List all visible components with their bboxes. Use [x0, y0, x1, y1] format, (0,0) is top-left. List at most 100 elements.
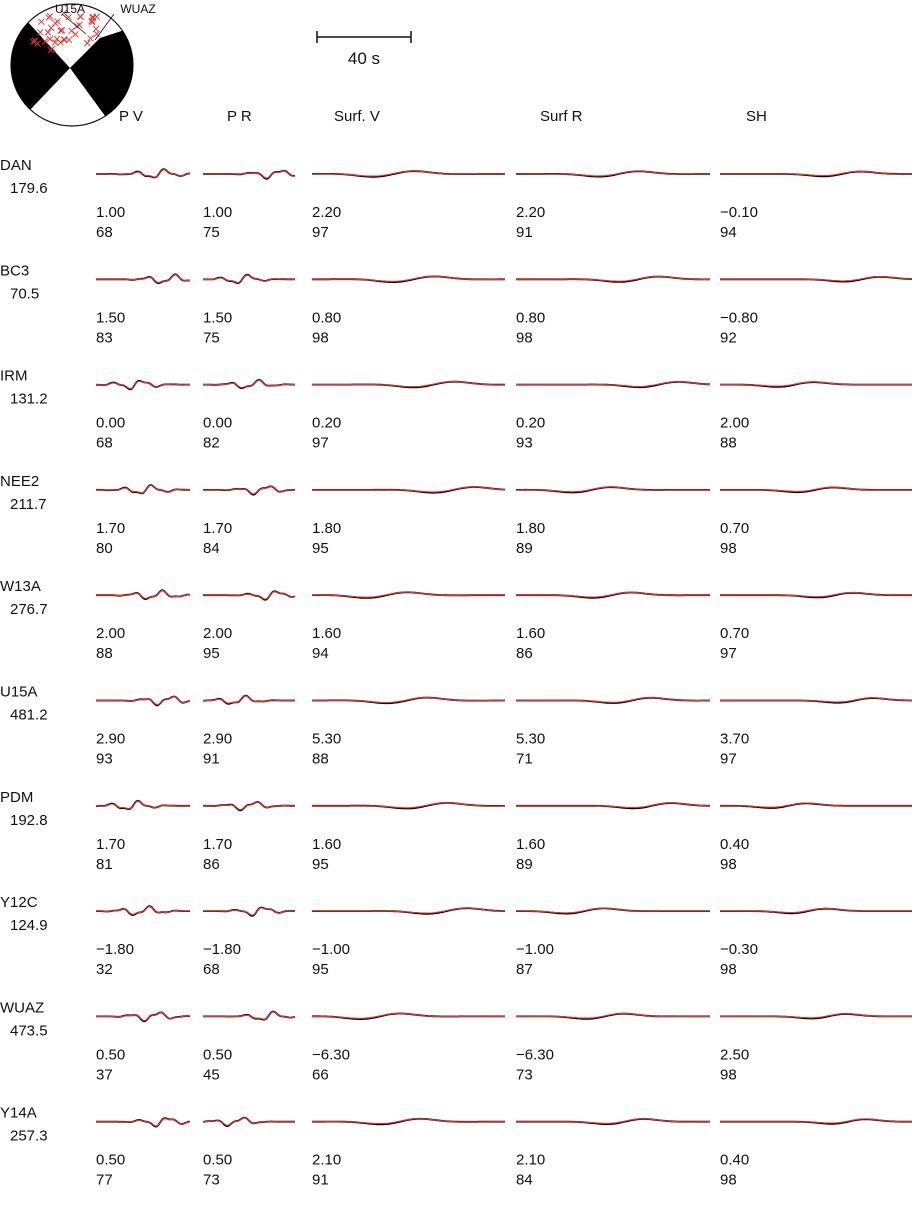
station-row: Y14A 257.3 0.50 77 0.50 73 2.10 91 2.10 84 0.40 98 — [0, 1105, 912, 1189]
station-name: Y14A — [0, 1105, 37, 1122]
polarity-mark — [93, 30, 100, 38]
synthetic-waveform — [203, 170, 296, 179]
correlation-value: 98 — [720, 961, 737, 978]
time-shift-value: 0.20 — [312, 415, 341, 432]
polarity-mark — [87, 34, 94, 42]
polarity-mark — [83, 39, 91, 47]
time-scale-bar: 40 s — [316, 31, 412, 68]
synthetic-waveform — [516, 486, 710, 493]
polarity-mark — [53, 35, 61, 43]
polarity-mark — [44, 29, 52, 36]
synthetic-waveform — [720, 1013, 912, 1019]
synthetic-waveform — [96, 905, 190, 915]
observed-waveform — [96, 1117, 191, 1128]
correlation-value: 93 — [96, 751, 113, 768]
synthetic-waveform — [720, 802, 912, 808]
synthetic-waveform — [96, 380, 190, 390]
synthetic-waveform — [203, 801, 295, 811]
correlation-value: 45 — [203, 1066, 220, 1083]
synthetic-waveform — [720, 591, 912, 598]
time-shift-value: 0.00 — [203, 415, 232, 432]
station-name: Y12C — [0, 894, 38, 911]
time-shift-value: −1.00 — [312, 941, 350, 958]
station-distance: 179.6 — [10, 180, 48, 197]
polarity-mark — [57, 27, 64, 34]
correlation-value: 97 — [720, 751, 737, 768]
time-shift-value: 1.70 — [203, 520, 232, 537]
polarity-mark — [29, 38, 37, 45]
synthetic-waveform — [202, 1117, 295, 1126]
correlation-value: 95 — [203, 645, 220, 662]
correlation-value: 84 — [203, 540, 220, 557]
polarity-mark — [31, 37, 39, 44]
station-distance: 70.5 — [10, 285, 39, 302]
polarity-mark — [68, 27, 75, 35]
observed-waveform — [96, 168, 190, 179]
synthetic-waveform — [96, 274, 191, 283]
correlation-value: 97 — [312, 435, 329, 452]
column-header-p-v: P V — [119, 108, 143, 125]
correlation-value: 37 — [96, 1066, 113, 1083]
time-shift-value: 0.20 — [516, 415, 545, 432]
synthetic-waveform — [312, 170, 505, 177]
station-row: WUAZ 473.5 0.50 37 0.50 45 −6.30 66 −6.30 73 2.50 9… — [0, 999, 912, 1083]
station-row: DAN 179.6 1.00 68 1.00 75 2.20 97 2.20 91 −0.10 94 — [0, 157, 912, 241]
synthetic-waveform — [516, 381, 711, 388]
time-shift-value: −6.30 — [312, 1046, 350, 1063]
time-shift-value: 1.70 — [96, 836, 125, 853]
correlation-value: 32 — [96, 961, 113, 978]
polarity-mark — [88, 18, 96, 26]
correlation-value: 66 — [312, 1066, 329, 1083]
correlation-value: 82 — [203, 435, 220, 452]
time-shift-value: 0.50 — [96, 1152, 125, 1169]
time-shift-value: 0.40 — [720, 836, 749, 853]
time-shift-value: −1.80 — [203, 941, 241, 958]
correlation-value: 84 — [516, 1172, 533, 1189]
wuaz-pointer-line — [94, 13, 115, 41]
time-shift-value: 5.30 — [516, 731, 545, 748]
polarity-mark — [65, 13, 72, 21]
correlation-value: 92 — [720, 329, 737, 346]
correlation-value: 73 — [203, 1172, 220, 1189]
polarity-mark — [58, 26, 66, 34]
station-row: IRM 131.2 0.00 68 0.00 82 0.20 97 0.20 93 2.00 88 — [0, 368, 912, 452]
synthetic-waveform — [203, 695, 295, 704]
time-shift-value: −0.30 — [720, 941, 758, 958]
polarity-mark — [51, 39, 59, 46]
station-name: U15A — [0, 684, 38, 701]
synthetic-waveform — [96, 696, 191, 706]
correlation-value: 93 — [516, 435, 533, 452]
correlation-value: 98 — [720, 1066, 737, 1083]
synthetic-waveform — [720, 486, 912, 492]
correlation-value: 98 — [720, 856, 737, 873]
synthetic-waveform — [203, 1011, 296, 1020]
synthetic-waveform — [720, 697, 912, 703]
compressional-quadrant-left — [11, 20, 70, 112]
correlation-value: 75 — [203, 224, 220, 241]
time-shift-value: 1.50 — [203, 309, 232, 326]
correlation-value: 94 — [720, 224, 737, 241]
station-row: W13A 276.7 2.00 88 2.00 95 1.60 94 1.60 86 0.70 97 — [0, 578, 912, 662]
synthetic-waveform — [312, 275, 505, 282]
synthetic-waveform — [312, 381, 505, 388]
synthetic-waveform — [96, 800, 190, 810]
station-distance: 276.7 — [10, 601, 48, 618]
synthetic-waveform — [516, 275, 710, 282]
time-shift-value: 0.50 — [203, 1152, 232, 1169]
station-name: NEE2 — [0, 473, 39, 490]
time-shift-value: 0.70 — [720, 520, 749, 537]
time-shift-value: −1.80 — [96, 941, 134, 958]
station-distance: 131.2 — [10, 391, 48, 408]
time-shift-value: 1.70 — [96, 520, 125, 537]
polarity-mark — [47, 46, 55, 54]
observed-waveform — [203, 906, 295, 917]
synthetic-waveform — [96, 484, 191, 494]
time-shift-value: 2.00 — [203, 625, 232, 642]
time-shift-value: −0.80 — [720, 309, 758, 326]
synthetic-waveform — [96, 1012, 191, 1022]
mechanism-label-u15a: U15A — [55, 2, 85, 16]
station-row: Y12C 124.9 −1.80 32 −1.80 68 −1.00 95 −1.00 87 −0.… — [0, 894, 912, 978]
synthetic-waveform — [312, 802, 505, 809]
focal-mechanism-beachball: U15A WUAZ — [10, 2, 156, 127]
correlation-value: 73 — [516, 1066, 533, 1083]
